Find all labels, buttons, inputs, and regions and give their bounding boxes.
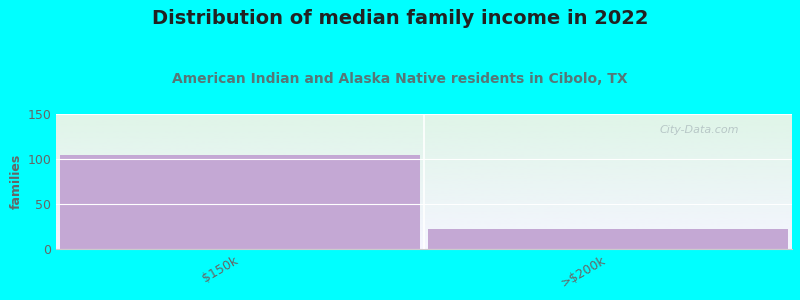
Text: American Indian and Alaska Native residents in Cibolo, TX: American Indian and Alaska Native reside… [172, 72, 628, 86]
Text: Distribution of median family income in 2022: Distribution of median family income in … [152, 9, 648, 28]
Y-axis label: families: families [10, 154, 23, 209]
Text: City-Data.com: City-Data.com [659, 125, 739, 135]
Bar [428, 229, 788, 249]
Bar [60, 154, 420, 249]
